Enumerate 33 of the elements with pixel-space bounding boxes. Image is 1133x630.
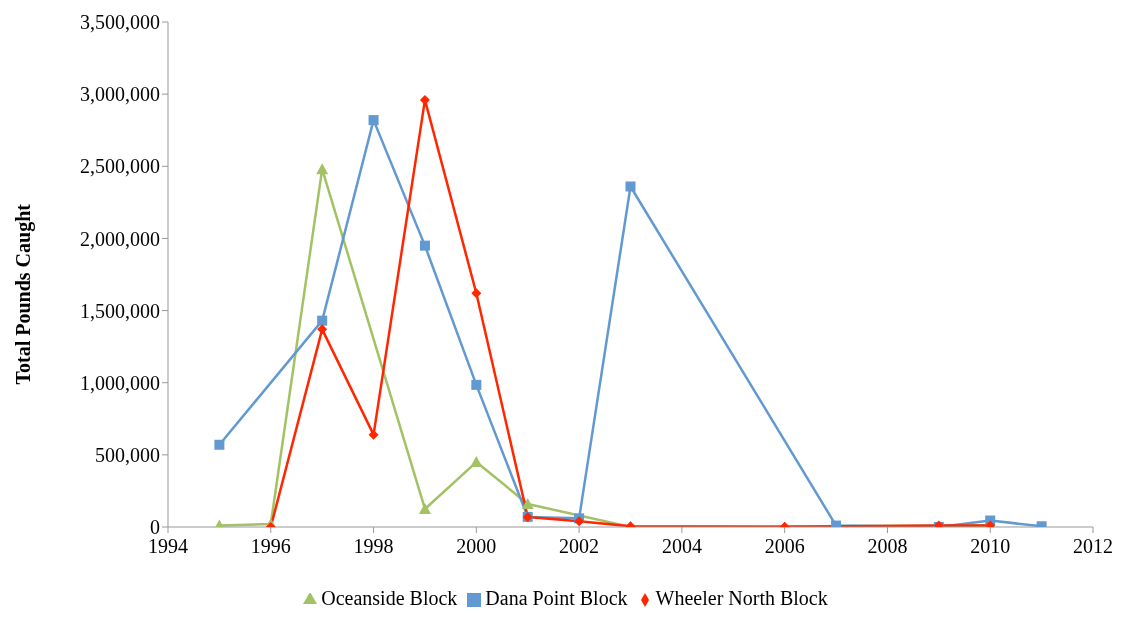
point bbox=[471, 288, 482, 299]
legend-label: Dana Point Block bbox=[485, 587, 628, 609]
point bbox=[625, 181, 636, 192]
x-tick-label: 2002 bbox=[559, 535, 600, 558]
y-tick-label: 3,500,000 bbox=[80, 11, 160, 34]
x-tick-label: 1996 bbox=[250, 535, 291, 558]
point bbox=[419, 94, 430, 105]
point bbox=[317, 324, 328, 335]
y-tick-label: 2,000,000 bbox=[80, 227, 160, 250]
x-tick-label: 2006 bbox=[764, 535, 805, 558]
y-tick-label: 500,000 bbox=[95, 443, 160, 466]
point bbox=[368, 115, 379, 126]
point bbox=[470, 456, 483, 468]
y-tick-label: 3,000,000 bbox=[80, 83, 160, 106]
x-tick-label: 2004 bbox=[661, 535, 702, 558]
point bbox=[471, 379, 482, 390]
x-tick-label: 1998 bbox=[353, 535, 394, 558]
point bbox=[521, 497, 534, 509]
point bbox=[418, 502, 431, 514]
y-tick-label: 2,500,000 bbox=[80, 155, 160, 178]
x-tick-label: 2012 bbox=[1073, 535, 1113, 558]
point bbox=[214, 439, 225, 450]
y-tick-label: 1,000,000 bbox=[80, 371, 160, 394]
x-tick-label: 2000 bbox=[456, 535, 497, 558]
point bbox=[316, 163, 329, 175]
x-tick-label: 2010 bbox=[970, 535, 1011, 558]
legend-label: Oceanside Block bbox=[321, 587, 458, 609]
y-tick-label: 1,500,000 bbox=[80, 299, 160, 322]
y-axis-title: Total Pounds Caught bbox=[12, 203, 36, 385]
point bbox=[317, 315, 328, 326]
legend-label: Wheeler North Block bbox=[655, 587, 828, 609]
point bbox=[419, 240, 430, 251]
x-tick-label: 2008 bbox=[867, 535, 908, 558]
